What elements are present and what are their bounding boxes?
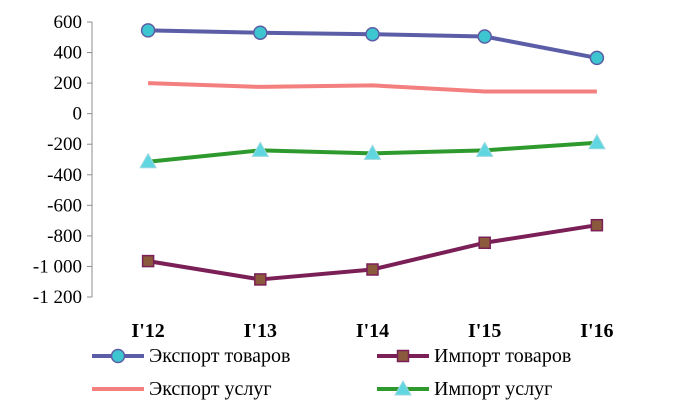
data-point — [591, 220, 602, 231]
legend: Экспорт товаров Импорт товаров Экспорт усл… — [92, 345, 571, 400]
series-3 — [140, 135, 605, 168]
y-tick-label: -400 — [47, 165, 82, 186]
data-point — [142, 24, 155, 37]
y-tick-label: 0 — [73, 104, 83, 125]
data-point — [590, 51, 603, 64]
y-tick-label: 400 — [54, 43, 83, 64]
legend-label: Экспорт услуг — [149, 378, 272, 400]
legend-marker — [398, 351, 409, 362]
y-tick-label: -1 200 — [33, 287, 82, 308]
y-tick-label: -1 000 — [33, 256, 82, 277]
legend-item: Импорт услуг — [377, 378, 552, 400]
data-point — [479, 237, 490, 248]
x-axis-ticks: I'12 I'13 I'14 I'15 I'16 — [131, 320, 613, 342]
x-tick-label: I'12 — [131, 320, 164, 342]
series-group — [140, 24, 605, 285]
data-point — [478, 30, 491, 43]
legend-item: Импорт товаров — [377, 345, 571, 367]
y-axis-ticks: 600 400 200 0 -200 -400 -600 -800 -1 000 -1 200 — [33, 12, 92, 308]
series-line — [148, 83, 597, 91]
series-2 — [148, 83, 597, 91]
y-tick-label: -600 — [47, 195, 82, 216]
series-0 — [142, 24, 604, 65]
x-tick-label: I'14 — [356, 320, 389, 342]
data-point — [366, 28, 379, 41]
x-tick-label: I'15 — [468, 320, 501, 342]
x-tick-label: I'13 — [244, 320, 277, 342]
legend-item: Экспорт услуг — [92, 378, 272, 400]
data-point — [254, 26, 267, 39]
y-tick-label: 200 — [54, 73, 83, 94]
data-point — [143, 256, 154, 267]
data-point — [255, 274, 266, 285]
legend-label: Экспорт товаров — [149, 345, 290, 367]
x-tick-label: I'16 — [580, 320, 613, 342]
legend-label: Импорт услуг — [434, 378, 552, 400]
y-tick-label: 600 — [54, 12, 83, 33]
legend-marker — [112, 350, 125, 363]
legend-label: Импорт товаров — [434, 345, 571, 367]
y-tick-label: -800 — [47, 226, 82, 247]
data-point — [367, 264, 378, 275]
y-tick-label: -200 — [47, 134, 82, 155]
series-1 — [143, 220, 603, 285]
legend-item: Экспорт товаров — [92, 345, 290, 367]
